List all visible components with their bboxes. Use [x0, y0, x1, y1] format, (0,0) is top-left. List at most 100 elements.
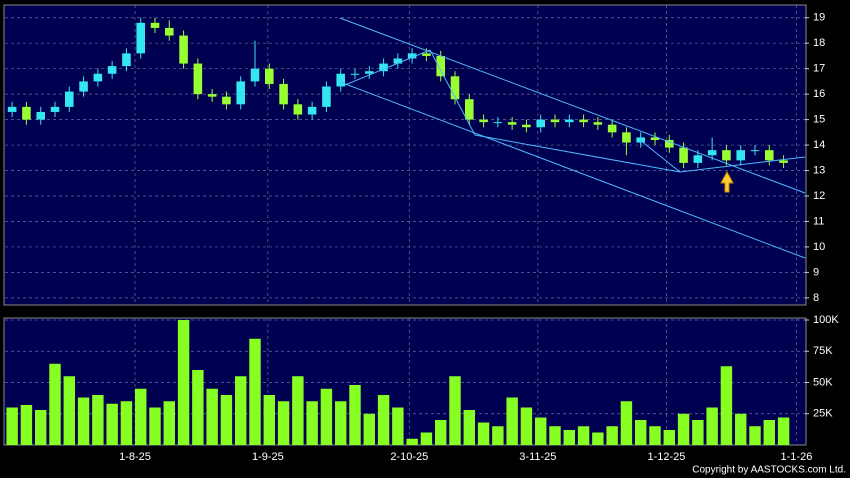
candle-body — [493, 122, 503, 124]
candle-body — [522, 124, 531, 128]
y-tick-label: 9 — [813, 266, 819, 278]
volume-bar — [606, 426, 618, 445]
candle-body — [336, 73, 345, 87]
candle-body — [279, 83, 288, 105]
volume-bar — [520, 407, 533, 445]
volume-bar — [592, 432, 604, 445]
volume-bar — [177, 320, 190, 445]
candle-body — [650, 137, 660, 140]
volume-bar — [120, 401, 133, 445]
y-tick-label: 14 — [813, 139, 825, 151]
arrow-icon — [720, 170, 734, 193]
volume-bar — [349, 385, 361, 445]
volume-bar — [92, 395, 104, 445]
y-tick-label: 16 — [813, 88, 825, 100]
candle-body — [250, 68, 260, 82]
volume-bar — [663, 430, 675, 445]
volume-bar — [563, 430, 575, 445]
candle-body — [393, 58, 403, 64]
x-tick-label: 1-12-25 — [647, 451, 685, 463]
volume-bar — [706, 407, 718, 445]
candle-body — [265, 68, 274, 84]
candle-body — [50, 106, 60, 112]
volume-bar — [335, 401, 347, 445]
volume-bar — [720, 366, 733, 445]
candle-body — [607, 124, 617, 133]
volume-bar — [692, 420, 704, 445]
volume-bar — [149, 407, 161, 445]
volume-bar — [377, 395, 390, 445]
channel-lower — [339, 81, 806, 259]
candle-body — [779, 160, 788, 163]
candle-body — [107, 66, 117, 74]
candle-body — [665, 139, 674, 148]
volume-bar — [506, 397, 518, 445]
candle-body — [122, 53, 131, 67]
candle-body — [350, 73, 360, 75]
volume-bar — [106, 403, 118, 445]
candle-body — [79, 81, 88, 92]
candle-body — [736, 150, 745, 161]
y-tick-label: 13 — [813, 164, 825, 176]
candle-body — [593, 122, 603, 125]
y-tick-label: 75K — [813, 345, 833, 357]
candle-body — [436, 55, 445, 77]
candle-body — [407, 53, 417, 59]
x-tick-label: 3-11-25 — [519, 451, 556, 463]
candle-body — [622, 132, 631, 143]
candle-body — [179, 35, 188, 64]
candle-body — [307, 106, 317, 115]
candle-body — [507, 122, 517, 125]
volume-bar — [649, 426, 661, 445]
y-tick-label: 8 — [813, 292, 819, 304]
candle-body — [465, 99, 474, 120]
volume-bar — [163, 401, 175, 445]
volume-bar — [777, 417, 790, 445]
volume-bar — [392, 407, 404, 445]
candle-body — [165, 27, 174, 36]
volume-bar — [620, 401, 633, 445]
volume-bar — [6, 407, 18, 445]
volume-bar — [635, 420, 647, 445]
candle-body — [207, 94, 217, 97]
volume-bar — [20, 405, 33, 445]
volume-bar — [535, 417, 547, 445]
volume-bar — [449, 376, 461, 445]
candle-body — [422, 53, 431, 56]
x-tick-label: 1-1-26 — [781, 451, 813, 463]
candle-body — [150, 22, 160, 28]
candle-body — [722, 150, 731, 161]
candle-body — [565, 119, 574, 123]
y-tick-label: 11 — [813, 215, 824, 227]
volume-bar — [277, 401, 290, 445]
volume-bar — [577, 426, 590, 445]
candle-body — [93, 73, 103, 82]
volume-bar — [135, 388, 147, 445]
candle-body — [36, 111, 45, 120]
candle-body — [136, 22, 145, 54]
y-tick-label: 10 — [813, 241, 825, 253]
candle-body — [536, 119, 545, 128]
copyright: Copyright by AASTOCKS.com Ltd. — [692, 465, 846, 476]
volume-bar — [77, 397, 90, 445]
candle-body — [193, 63, 203, 95]
volume-bar — [735, 413, 747, 445]
price-panel — [3, 4, 807, 306]
volume-bar — [492, 426, 504, 445]
candle-body — [379, 63, 388, 72]
candle-body — [236, 81, 245, 105]
candle-body — [550, 119, 560, 123]
volume-bar — [749, 426, 761, 445]
candle-body — [693, 155, 703, 163]
volume-bar — [49, 363, 61, 445]
volume-bar — [549, 426, 561, 445]
volume-bar — [363, 413, 375, 445]
y-tick-label: 18 — [813, 37, 825, 49]
y-tick-label: 50K — [813, 376, 833, 388]
candle-body — [322, 86, 331, 107]
candle-body — [479, 119, 488, 123]
x-tick-label: 2-10-25 — [390, 451, 428, 463]
candle-body — [365, 71, 374, 74]
candle-body — [450, 76, 460, 100]
volume-bar — [220, 395, 233, 445]
